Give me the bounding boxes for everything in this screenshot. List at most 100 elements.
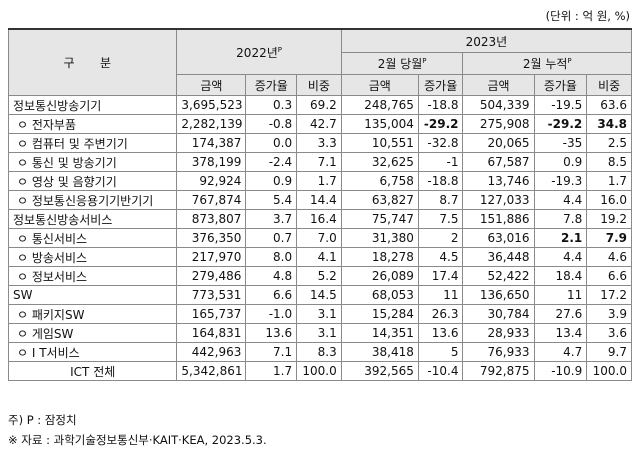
table-cell: 11 <box>417 285 464 305</box>
row-label: ㅇ 통신 및 방송기기 <box>7 152 178 172</box>
table-cell: 275,908 <box>462 114 535 134</box>
header-2023: 2023년 <box>340 28 633 53</box>
row-label: SW <box>7 285 178 305</box>
table-cell: 7.1 <box>245 342 298 362</box>
table-row: ㅇ 전자부품 2,282,139 -0.8 42.7 135,004 -29.2 275,9… <box>7 114 632 134</box>
table-cell: 3.9 <box>586 304 632 324</box>
table-cell: 5 <box>417 342 464 362</box>
table-cell: 16.4 <box>296 209 342 229</box>
table-cell: 248,765 <box>340 95 419 115</box>
table-cell: 19.2 <box>586 209 632 229</box>
table-cell: 3.3 <box>296 133 342 153</box>
table-cell: -10.9 <box>533 361 588 381</box>
table-row: ㅇ 정보서비스 279,486 4.8 5.2 26,089 17.4 52,422 18.4… <box>7 266 632 286</box>
table-cell: -35 <box>533 133 588 153</box>
row-label: ICT 전체 <box>7 361 178 381</box>
table-cell: 13.4 <box>533 323 588 343</box>
table-cell: 36,448 <box>462 247 535 267</box>
col-share: 비중 <box>586 74 632 96</box>
table-cell: 392,565 <box>340 361 419 381</box>
table-cell: 174,387 <box>176 133 247 153</box>
table-row: ㅇ 통신서비스 376,350 0.7 7.0 31,380 2 63,016 2.1 7.9 <box>7 228 632 248</box>
row-label: ㅇ 컴퓨터 및 주변기기 <box>7 133 178 153</box>
table-cell: 3.7 <box>245 209 298 229</box>
table-cell: 14,351 <box>340 323 419 343</box>
table-cell: 42.7 <box>296 114 342 134</box>
header-feb-cumulative: 2월 누적P <box>462 52 632 75</box>
table-cell: 0.7 <box>245 228 298 248</box>
table-cell: 27.6 <box>533 304 588 324</box>
header-gubun: 구 분 <box>7 28 178 96</box>
table-cell: 279,486 <box>176 266 247 286</box>
table-cell: 26.3 <box>417 304 464 324</box>
table-cell: 2 <box>417 228 464 248</box>
table-cell: 165,737 <box>176 304 247 324</box>
table-cell: 1.7 <box>586 171 632 191</box>
col-amount: 금액 <box>462 74 535 96</box>
table-cell: 2,282,139 <box>176 114 247 134</box>
table-cell: 792,875 <box>462 361 535 381</box>
table-cell: 69.2 <box>296 95 342 115</box>
table-cell: 38,418 <box>340 342 419 362</box>
table-cell: 11 <box>533 285 588 305</box>
table-cell: 4.1 <box>296 247 342 267</box>
header-2022: 2022년P <box>176 28 342 75</box>
table-cell: 1.7 <box>296 171 342 191</box>
table-cell: 13,746 <box>462 171 535 191</box>
table-cell: 376,350 <box>176 228 247 248</box>
table-cell: 5.2 <box>296 266 342 286</box>
table-cell: 504,339 <box>462 95 535 115</box>
table-cell: 16.0 <box>586 190 632 210</box>
table-cell: 873,807 <box>176 209 247 229</box>
row-label: ㅇ 정보통신응용기기반기기 <box>7 190 178 210</box>
table-cell: 10,551 <box>340 133 419 153</box>
col-amount: 금액 <box>176 74 247 96</box>
col-growth: 증가율 <box>245 74 298 96</box>
table-cell: 217,970 <box>176 247 247 267</box>
table-cell: 7.0 <box>296 228 342 248</box>
table-cell: 3,695,523 <box>176 95 247 115</box>
table-cell: 17.2 <box>586 285 632 305</box>
table-cell: 4.4 <box>533 247 588 267</box>
footnotes: 주) P : 잠정치 ※ 자료 : 과학기술정보통신부·KAIT·KEA, 20… <box>8 410 267 450</box>
table-cell: 0.9 <box>245 171 298 191</box>
row-label: ㅇ 통신서비스 <box>7 228 178 248</box>
table-cell: 0.0 <box>245 133 298 153</box>
row-label: ㅇ 방송서비스 <box>7 247 178 267</box>
unit-note: (단위 : 억 원, %) <box>545 9 630 23</box>
row-label: ㅇ 게임SW <box>7 323 178 343</box>
table-header: 구 분 2022년P 2023년 2월 당월P 2월 누적P 금액 증가율 비중… <box>7 28 633 96</box>
table-cell: 63.6 <box>586 95 632 115</box>
table-cell: -32.8 <box>417 133 464 153</box>
table-cell: 18,278 <box>340 247 419 267</box>
table-cell: 1.7 <box>245 361 298 381</box>
table-cell: 8.7 <box>417 190 464 210</box>
row-label: ㅇ 패키지SW <box>7 304 178 324</box>
table-cell: 4.4 <box>533 190 588 210</box>
table-row: ㅇ 방송서비스 217,970 8.0 4.1 18,278 4.5 36,448 4.4 4.… <box>7 247 632 267</box>
table-cell: 164,831 <box>176 323 247 343</box>
table-cell: 100.0 <box>586 361 632 381</box>
table-cell: 9.7 <box>586 342 632 362</box>
table-cell: 30,784 <box>462 304 535 324</box>
table-cell: 4.6 <box>586 247 632 267</box>
table-cell: -19.3 <box>533 171 588 191</box>
row-label: ㅇ I T서비스 <box>7 342 178 362</box>
col-amount: 금액 <box>340 74 419 96</box>
table-cell: 8.0 <box>245 247 298 267</box>
table-cell: 34.8 <box>586 114 632 134</box>
table-row: ㅇ I T서비스 442,963 7.1 8.3 38,418 5 76,933 4.7 9.7 <box>7 342 632 362</box>
table-cell: 6,758 <box>340 171 419 191</box>
ict-export-table: 구 분 2022년P 2023년 2월 당월P 2월 누적P 금액 증가율 비중… <box>7 28 633 381</box>
table-cell: 2.1 <box>533 228 588 248</box>
table-row: ㅇ 영상 및 음향기기 92,924 0.9 1.7 6,758 -18.8 13,746-… <box>7 171 632 191</box>
table-cell: 6.6 <box>245 285 298 305</box>
row-label: ㅇ 정보서비스 <box>7 266 178 286</box>
table-cell: 26,089 <box>340 266 419 286</box>
table-cell: -29.2 <box>417 114 464 134</box>
table-cell: -29.2 <box>533 114 588 134</box>
table-cell: 773,531 <box>176 285 247 305</box>
table-cell: 32,625 <box>340 152 419 172</box>
table-cell: -19.5 <box>533 95 588 115</box>
table-cell: 4.8 <box>245 266 298 286</box>
